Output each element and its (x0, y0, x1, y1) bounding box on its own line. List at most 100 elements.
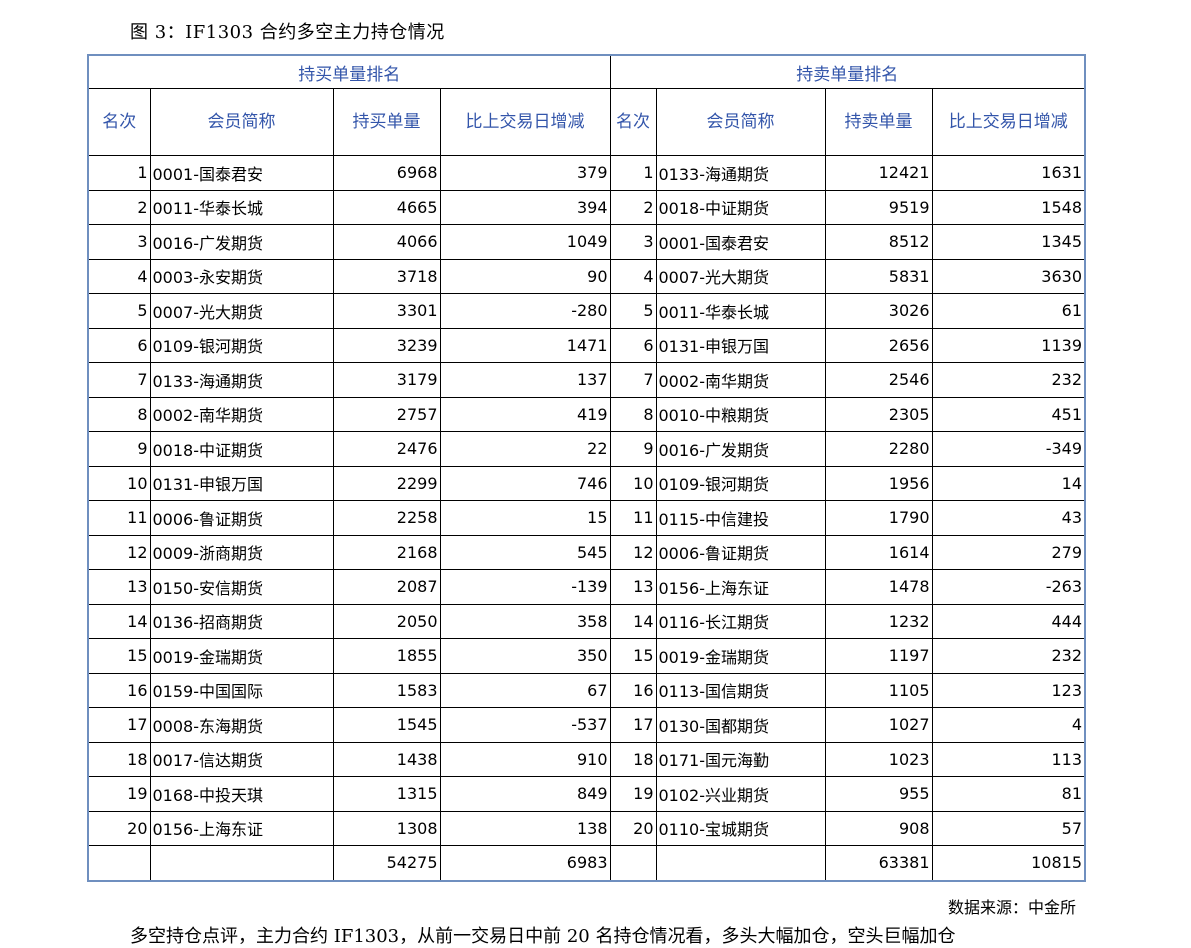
member-cell: 0018-中证期货 (149, 431, 334, 467)
rank-cell: 13 (609, 569, 657, 605)
table-row: 6 0109-银河期货 3239 1471 6 0131-申银万国 2656 1139 (87, 327, 1086, 363)
table-row: 9 0018-中证期货 2476 22 9 0016-广发期货 2280 -349 (87, 431, 1086, 467)
long-qty-cell: 2476 (332, 431, 441, 467)
short-change-cell: 3630 (931, 258, 1086, 294)
member-cell: 0102-兴业期货 (655, 776, 826, 812)
long-qty-cell: 4066 (332, 224, 441, 260)
rank-cell: 16 (609, 672, 657, 708)
short-qty-cell: 1478 (824, 569, 933, 605)
table-row: 7 0133-海通期货 3179 137 7 0002-南华期货 2546 232 (87, 362, 1086, 398)
table-row: 17 0008-东海期货 1545 -537 17 0130-国都期货 1027 4 (87, 707, 1086, 743)
short-qty-cell: 1790 (824, 500, 933, 536)
long-change-cell: 379 (439, 155, 611, 191)
member-cell: 0018-中证期货 (655, 189, 826, 225)
col-header-short-change: 比上交易日增减 (931, 88, 1086, 156)
rank-cell: 2 (87, 189, 151, 225)
member-cell: 0133-海通期货 (149, 362, 334, 398)
rank-cell: 1 (609, 155, 657, 191)
long-qty-cell: 1583 (332, 672, 441, 708)
table-row: 2 0011-华泰长城 4665 394 2 0018-中证期货 9519 1548 (87, 189, 1086, 225)
rank-cell: 8 (87, 396, 151, 432)
rank-cell (87, 845, 151, 881)
long-change-cell: 6983 (439, 845, 611, 881)
short-qty-cell: 8512 (824, 224, 933, 260)
short-change-cell: 1345 (931, 224, 1086, 260)
rank-cell: 7 (609, 362, 657, 398)
short-change-cell: 43 (931, 500, 1086, 536)
rank-cell: 3 (609, 224, 657, 260)
rank-cell: 12 (87, 534, 151, 570)
member-cell: 0130-国都期货 (655, 707, 826, 743)
col-header-member: 会员简称 (149, 88, 334, 156)
member-cell: 0019-金瑞期货 (655, 638, 826, 674)
table-row: 20 0156-上海东证 1308 138 20 0110-宝城期货 908 57 (87, 810, 1086, 846)
member-cell: 0109-银河期货 (149, 327, 334, 363)
short-change-cell: 232 (931, 362, 1086, 398)
table-row: 5 0007-光大期货 3301 -280 5 0011-华泰长城 3026 61 (87, 293, 1086, 329)
member-cell: 0001-国泰君安 (149, 155, 334, 191)
table-row: 4 0003-永安期货 3718 90 4 0007-光大期货 5831 3630 (87, 258, 1086, 294)
member-cell: 0109-银河期货 (655, 465, 826, 501)
short-qty-cell: 2546 (824, 362, 933, 398)
member-cell: 0002-南华期货 (655, 362, 826, 398)
long-change-cell: 350 (439, 638, 611, 674)
long-qty-cell: 1855 (332, 638, 441, 674)
rank-cell: 9 (609, 431, 657, 467)
long-change-cell: 394 (439, 189, 611, 225)
rank-cell: 18 (609, 741, 657, 777)
table-row: 1 0001-国泰君安 6968 379 1 0133-海通期货 12421 1631 (87, 155, 1086, 191)
long-qty-cell: 6968 (332, 155, 441, 191)
rank-cell: 20 (87, 810, 151, 846)
rank-cell: 11 (609, 500, 657, 536)
rank-cell: 11 (87, 500, 151, 536)
member-cell: 0131-申银万国 (149, 465, 334, 501)
long-qty-cell: 1315 (332, 776, 441, 812)
rank-cell: 16 (87, 672, 151, 708)
rank-cell: 7 (87, 362, 151, 398)
rank-cell: 15 (87, 638, 151, 674)
long-ranking-header: 持买单量排名 (87, 54, 611, 89)
long-qty-cell: 3179 (332, 362, 441, 398)
member-cell: 0115-中信建投 (655, 500, 826, 536)
long-change-cell: 90 (439, 258, 611, 294)
member-cell: 0010-中粮期货 (655, 396, 826, 432)
short-qty-cell: 2656 (824, 327, 933, 363)
short-qty-cell: 955 (824, 776, 933, 812)
rank-cell: 4 (609, 258, 657, 294)
short-change-cell: 1631 (931, 155, 1086, 191)
short-ranking-header: 持卖单量排名 (609, 54, 1086, 89)
commentary-text: 多空持仓点评，主力合约 IF1303，从前一交易日中前 20 名持仓情况看，多头… (130, 926, 956, 947)
member-cell (149, 845, 334, 881)
rank-cell: 15 (609, 638, 657, 674)
member-cell: 0156-上海东证 (655, 569, 826, 605)
member-cell: 0007-光大期货 (655, 258, 826, 294)
rank-cell: 19 (609, 776, 657, 812)
short-change-cell: 14 (931, 465, 1086, 501)
member-cell: 0011-华泰长城 (149, 189, 334, 225)
rank-cell: 20 (609, 810, 657, 846)
short-qty-cell: 2305 (824, 396, 933, 432)
long-change-cell: 67 (439, 672, 611, 708)
rank-cell: 8 (609, 396, 657, 432)
short-qty-cell: 5831 (824, 258, 933, 294)
position-ranking-table: 持买单量排名 持卖单量排名 名次 会员简称 持买单量 比上交易日增减 名次 会员简称 持卖单… (87, 54, 1086, 882)
col-header-long-qty: 持买单量 (332, 88, 441, 156)
short-qty-cell: 1956 (824, 465, 933, 501)
long-change-cell: 358 (439, 603, 611, 639)
short-change-cell: 57 (931, 810, 1086, 846)
long-qty-cell: 1438 (332, 741, 441, 777)
table-row: 8 0002-南华期货 2757 419 8 0010-中粮期货 2305 451 (87, 396, 1086, 432)
short-change-cell: 123 (931, 672, 1086, 708)
short-qty-cell: 9519 (824, 189, 933, 225)
short-qty-cell: 1197 (824, 638, 933, 674)
long-qty-cell: 3718 (332, 258, 441, 294)
short-qty-cell: 1232 (824, 603, 933, 639)
member-cell: 0003-永安期货 (149, 258, 334, 294)
table-row: 19 0168-中投天琪 1315 849 19 0102-兴业期货 955 81 (87, 776, 1086, 812)
member-cell: 0113-国信期货 (655, 672, 826, 708)
long-qty-cell: 2087 (332, 569, 441, 605)
long-qty-cell: 2299 (332, 465, 441, 501)
long-change-cell: 15 (439, 500, 611, 536)
rank-cell: 5 (87, 293, 151, 329)
short-change-cell: 232 (931, 638, 1086, 674)
